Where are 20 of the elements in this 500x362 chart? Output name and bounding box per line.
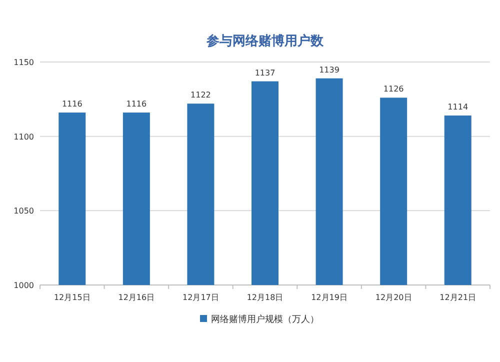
x-tick-label: 12月15日 [54,293,90,302]
x-tick-label: 12月18日 [246,293,284,302]
x-tick-label: 12月19日 [311,293,348,302]
data-label: 1122 [190,90,211,100]
y-tick-label: 1000 [14,281,34,290]
y-tick-label: 1050 [14,206,34,216]
data-label: 1137 [254,68,276,78]
data-label: 1116 [62,100,82,109]
x-tick-label: 12月16日 [118,293,155,302]
data-label: 1114 [448,102,468,112]
y-tick-label: 1100 [14,132,34,142]
x-tick-label: 12月17日 [182,293,219,302]
data-label: 1139 [319,65,340,74]
x-tick-label: 12月20日 [375,293,412,302]
chart-title: 参与网络赌博用户数 [206,33,324,49]
x-tick-label: 12月21日 [440,293,476,302]
data-label: 1126 [383,84,404,94]
legend-label: 网络赌博用户规模（万人） [211,314,319,325]
data-label: 1116 [126,100,147,109]
y-tick-label: 1150 [14,58,34,67]
